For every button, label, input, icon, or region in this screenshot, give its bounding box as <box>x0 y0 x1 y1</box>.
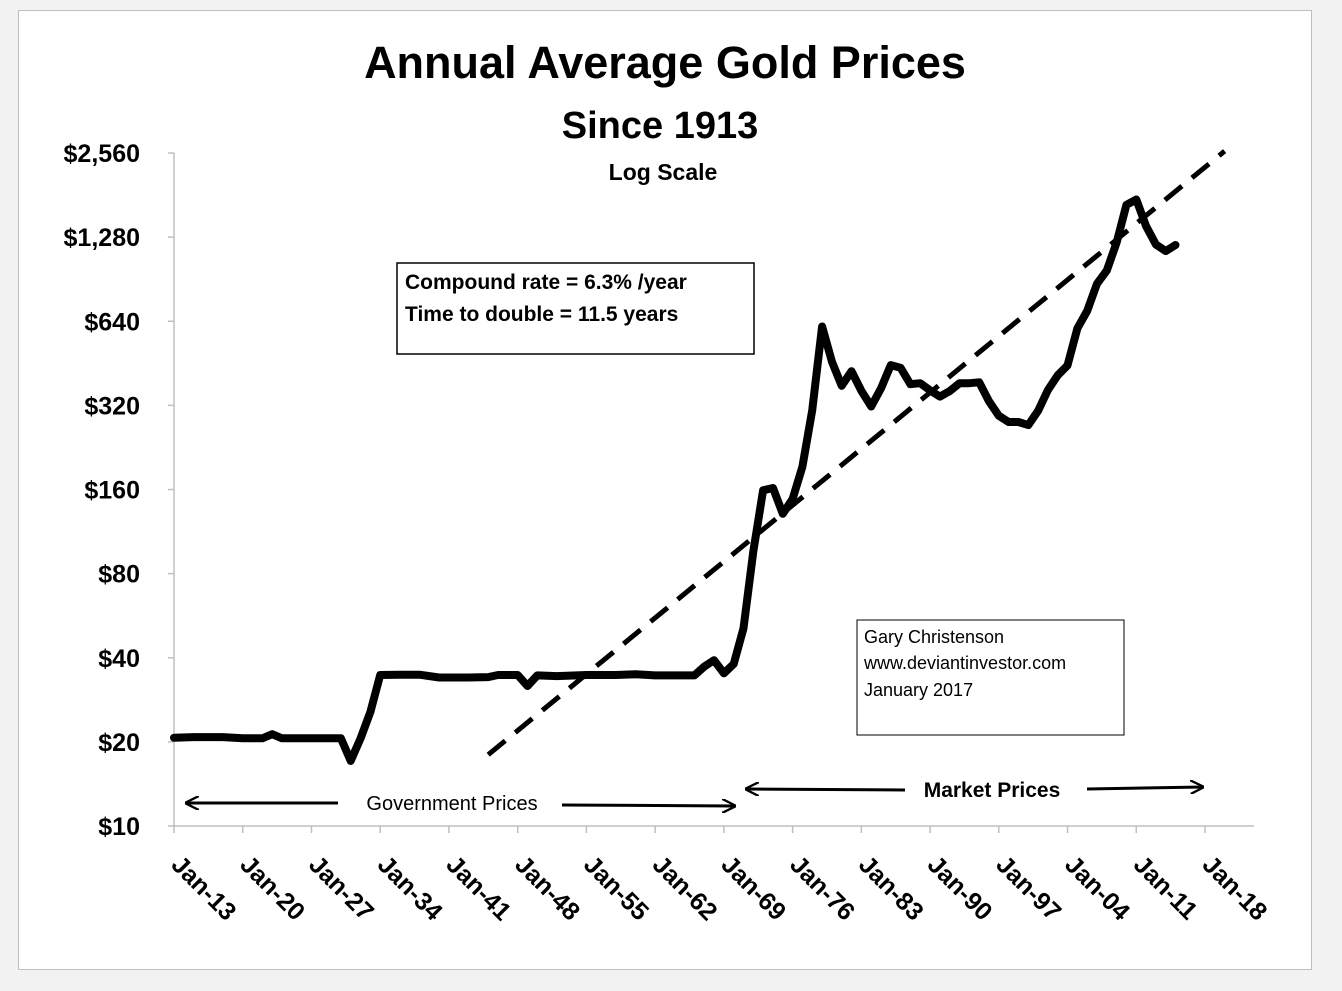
y-tick-label: $160 <box>84 477 140 505</box>
y-tick-label: $320 <box>84 392 140 420</box>
x-tick-label: Jan-34 <box>372 850 448 926</box>
scale-label: Log Scale <box>609 159 718 185</box>
y-axis-ticks: $10 $20 $40 $80 $160 $320 $640 $1,280 $2,560 <box>64 140 174 841</box>
x-tick-label: Jan-76 <box>784 850 860 926</box>
series-line-gold-price <box>170 195 1180 765</box>
credit-box-border <box>856 619 1125 736</box>
credit-website: www.deviantinvestor.com <box>863 653 1066 673</box>
y-tick-label: $40 <box>98 645 140 673</box>
x-tick-label: Jan-69 <box>716 850 792 926</box>
credit-date: January 2017 <box>864 680 973 700</box>
x-axis-ticks: Jan-13Jan-20Jan-27Jan-34Jan-41Jan-48Jan-… <box>166 826 1273 926</box>
rate-box-border <box>396 262 755 355</box>
trendline <box>486 149 1227 757</box>
government-prices-annotation: Government Prices <box>186 793 735 815</box>
y-tick-label: $80 <box>98 561 140 589</box>
credit-box: Gary Christenson www.deviantinvestor.com… <box>856 619 1125 736</box>
chart-frame <box>18 10 1312 970</box>
government-prices-label: Government Prices <box>366 793 537 815</box>
x-tick-label: Jan-13 <box>166 850 242 926</box>
y-tick-label: $10 <box>98 813 140 841</box>
x-tick-label: Jan-27 <box>303 850 379 926</box>
market-arrow-left <box>746 789 906 790</box>
x-tick-label: Jan-55 <box>578 850 654 926</box>
government-arrow-right <box>561 805 735 806</box>
x-tick-label: Jan-41 <box>441 850 517 926</box>
market-prices-annotation: Market Prices <box>746 779 1203 802</box>
x-tick-label: Jan-83 <box>853 850 929 926</box>
x-tick-label: Jan-04 <box>1059 850 1135 926</box>
market-arrow-right <box>1086 787 1203 789</box>
credit-author: Gary Christenson <box>864 627 1004 647</box>
x-tick-label: Jan-97 <box>991 850 1067 926</box>
chart-title: Annual Average Gold Prices <box>364 37 966 88</box>
x-tick-label: Jan-11 <box>1128 850 1203 925</box>
rate-box: Compound rate = 6.3% /year Time to doubl… <box>396 262 755 355</box>
x-tick-label: Jan-20 <box>234 850 310 926</box>
x-tick-label: Jan-62 <box>647 850 723 926</box>
time-to-double-text: Time to double = 11.5 years <box>405 303 678 326</box>
x-tick-label: Jan-18 <box>1197 850 1273 926</box>
chart-subtitle: Since 1913 <box>562 105 758 147</box>
market-prices-label: Market Prices <box>924 779 1061 802</box>
x-tick-label: Jan-48 <box>509 850 585 926</box>
y-tick-label: $20 <box>98 729 140 757</box>
x-tick-label: Jan-90 <box>922 850 998 926</box>
y-tick-label: $640 <box>84 308 140 336</box>
y-tick-label: $1,280 <box>64 224 140 252</box>
compound-rate-text: Compound rate = 6.3% /year <box>405 271 687 294</box>
y-tick-label: $2,560 <box>64 140 140 168</box>
